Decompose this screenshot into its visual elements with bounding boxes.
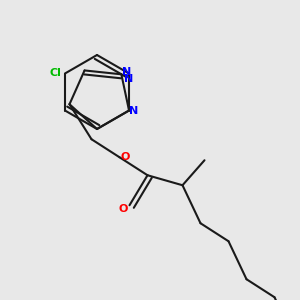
Text: O: O (121, 152, 130, 162)
Text: N: N (129, 106, 139, 116)
Text: N: N (122, 67, 131, 77)
Text: O: O (119, 204, 128, 214)
Text: Cl: Cl (49, 68, 61, 79)
Text: N: N (124, 74, 134, 85)
